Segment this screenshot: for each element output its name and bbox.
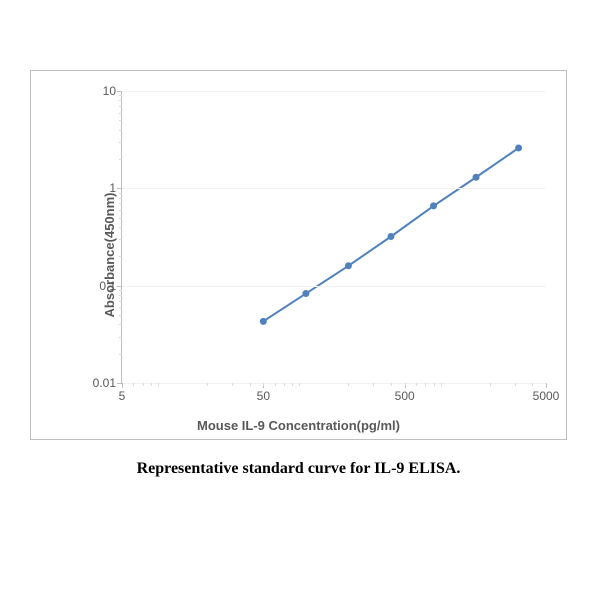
y-minor-tick (119, 106, 122, 107)
x-minor-tick (133, 383, 134, 386)
y-minor-tick (119, 100, 122, 101)
gridline (122, 91, 546, 92)
y-minor-tick (119, 295, 122, 296)
y-minor-tick (119, 198, 122, 199)
figure-caption: Representative standard curve for IL-9 E… (0, 460, 597, 478)
y-minor-tick (119, 239, 122, 240)
x-minor-tick (143, 383, 144, 386)
x-minor-tick (299, 383, 300, 386)
x-tick-label: 5000 (533, 383, 560, 403)
x-minor-tick (490, 383, 491, 386)
x-minor-tick (275, 383, 276, 386)
y-minor-tick (119, 227, 122, 228)
series-marker (302, 290, 309, 297)
x-minor-tick (250, 383, 251, 386)
x-minor-tick (292, 383, 293, 386)
series-svg (122, 91, 546, 383)
y-minor-tick (119, 203, 122, 204)
y-minor-tick (119, 307, 122, 308)
y-minor-tick (119, 218, 122, 219)
x-minor-tick (348, 383, 349, 386)
y-minor-tick (119, 159, 122, 160)
gridline (122, 188, 546, 189)
series-marker (515, 144, 522, 151)
chart-frame: Absorbance(450nm) Mouse IL-9 Concentrati… (30, 70, 567, 440)
y-minor-tick (119, 95, 122, 96)
x-minor-tick (284, 383, 285, 386)
y-minor-tick (119, 256, 122, 257)
y-minor-tick (119, 301, 122, 302)
x-tick-label: 500 (395, 383, 415, 403)
x-minor-tick (425, 383, 426, 386)
x-minor-tick (151, 383, 152, 386)
y-tick-label: 0.01 (93, 376, 122, 390)
gridline (122, 286, 546, 287)
series-marker (387, 233, 394, 240)
x-minor-tick (391, 383, 392, 386)
x-minor-tick (416, 383, 417, 386)
figure: Absorbance(450nm) Mouse IL-9 Concentrati… (0, 0, 597, 597)
series-marker (260, 318, 267, 325)
y-minor-tick (119, 130, 122, 131)
y-axis-label: Absorbance(450nm) (102, 193, 117, 318)
x-minor-tick (515, 383, 516, 386)
y-minor-tick (119, 142, 122, 143)
y-minor-tick (119, 315, 122, 316)
plot-area: 0.010.11105505005000 (121, 91, 546, 384)
series-marker (473, 174, 480, 181)
x-axis-label: Mouse IL-9 Concentration(pg/ml) (31, 418, 566, 433)
y-minor-tick (119, 210, 122, 211)
x-minor-tick (441, 383, 442, 386)
x-tick-label: 50 (257, 383, 270, 403)
x-minor-tick (434, 383, 435, 386)
x-minor-tick (532, 383, 533, 386)
x-minor-tick (207, 383, 208, 386)
x-minor-tick (232, 383, 233, 386)
x-minor-tick (405, 383, 406, 386)
series-marker (430, 202, 437, 209)
series-marker (345, 262, 352, 269)
x-minor-tick (263, 383, 264, 386)
gridline (122, 383, 546, 384)
y-minor-tick (119, 193, 122, 194)
y-minor-tick (119, 120, 122, 121)
y-minor-tick (119, 290, 122, 291)
x-tick-label: 5 (119, 383, 126, 403)
y-minor-tick (119, 337, 122, 338)
y-minor-tick (119, 324, 122, 325)
y-minor-tick (119, 113, 122, 114)
x-minor-tick (158, 383, 159, 386)
x-minor-tick (373, 383, 374, 386)
y-minor-tick (119, 354, 122, 355)
